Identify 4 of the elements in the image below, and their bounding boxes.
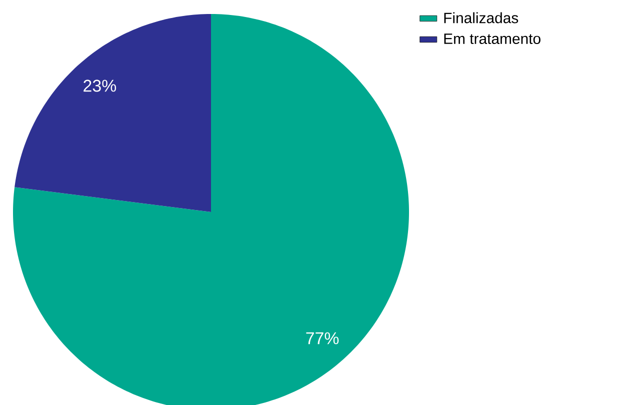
data-label: 77% [306,332,339,344]
legend-label: Finalizadas [444,12,518,24]
legend-label: Em tratamento [444,34,540,44]
data-label: 23% [84,80,116,92]
